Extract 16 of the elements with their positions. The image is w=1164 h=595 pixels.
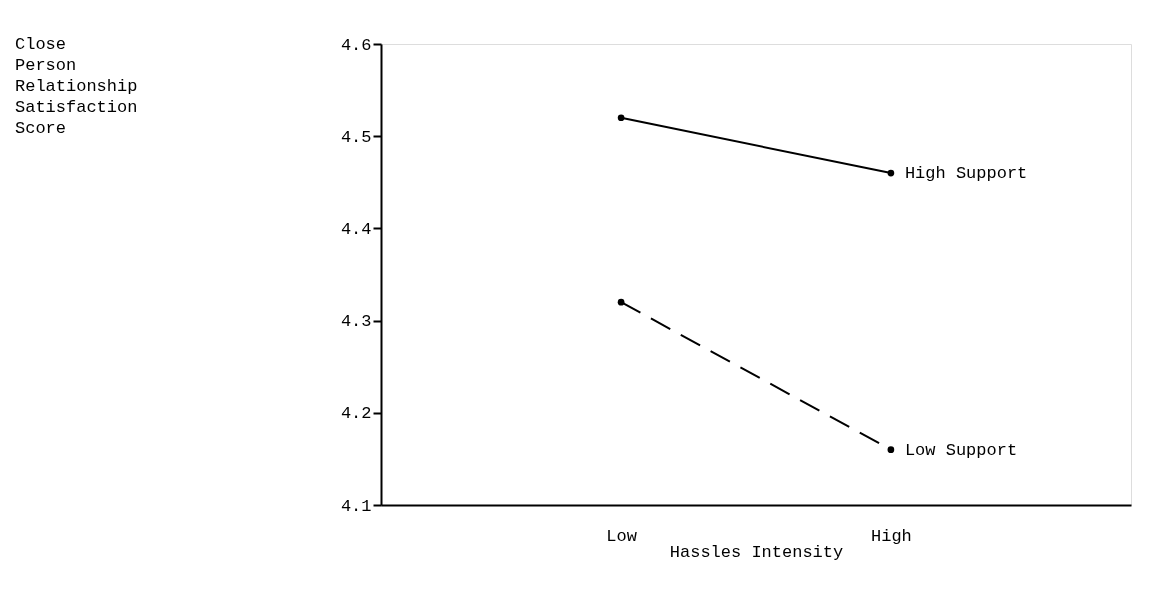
y-tick-label: 4.6 xyxy=(340,35,372,55)
point xyxy=(887,446,895,454)
x-tick-label: High xyxy=(870,526,912,546)
x-axis-title: Hassles Intensity xyxy=(669,542,844,562)
y-tick-label: 4.4 xyxy=(340,219,372,239)
y-tick-label: 4.3 xyxy=(340,312,372,332)
y-tick-label: 4.2 xyxy=(340,404,372,424)
series-label: Low Support xyxy=(904,440,1018,460)
point xyxy=(617,298,625,306)
y-tick-label: 4.5 xyxy=(340,127,372,147)
point xyxy=(617,114,625,122)
y-tick-label: 4.1 xyxy=(340,496,372,516)
series-label: High Support xyxy=(904,164,1028,184)
text: Close Person Relationship Satisfaction Score xyxy=(15,35,138,138)
x-tick-label: Low xyxy=(606,526,638,546)
point xyxy=(887,169,895,177)
